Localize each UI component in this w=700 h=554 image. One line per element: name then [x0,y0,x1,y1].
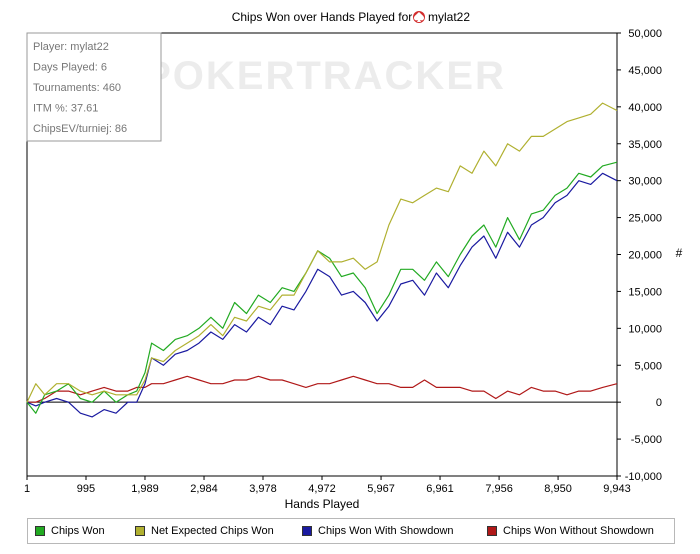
y-tick-label: 40,000 [628,102,662,114]
x-tick-label: 2,984 [190,483,218,495]
y-tick-label: 35,000 [628,139,662,151]
legend-item: Chips Won [35,525,105,537]
x-tick-label: 6,961 [426,483,454,495]
y-tick-label: 10,000 [628,323,662,335]
x-axis: 1 995 1,989 2,984 3,978 4,972 5,967 6,961 7,956 8… [24,476,631,495]
legend-label: Net Expected Chips Won [151,525,274,537]
x-tick-label: 995 [77,483,95,495]
y-tick-label: 25,000 [628,213,662,225]
y-tick-label: 50,000 [628,28,662,40]
x-tick-label: 9,943 [603,483,631,495]
info-box-line: ChipsEV/turniej: 86 [33,123,127,135]
x-tick-label: 1,989 [131,483,159,495]
y-tick-label: 20,000 [628,250,662,262]
stats-info-box: Player: mylat22 Days Played: 6 Tournaments… [26,32,162,142]
y-tick-label: 0 [656,397,662,409]
legend-swatch [35,526,45,536]
y-axis-label: # [676,246,683,260]
x-tick-label: 5,967 [367,483,395,495]
legend-swatch [302,526,312,536]
legend-label: Chips Won [51,525,105,537]
info-box-line: Tournaments: 460 [33,82,121,94]
legend-label: Chips Won With Showdown [318,525,454,537]
legend-swatch [135,526,145,536]
info-box-line: Days Played: 6 [33,62,107,74]
y-tick-label: 45,000 [628,65,662,77]
info-box-border [26,32,162,142]
y-tick-label: -5,000 [631,434,662,446]
y-tick-label: 5,000 [634,360,662,372]
chart-title: Chips Won over Hands Played for [232,10,413,24]
legend-label: Chips Won Without Showdown [503,525,654,537]
legend-item: Chips Won With Showdown [302,525,454,537]
y-tick-label: -10,000 [625,471,662,483]
poker-spade-icon [413,11,425,23]
y-axis: -10,000 -5,000 0 5,000 10,000 15,000 20,000 25,… [617,28,662,483]
legend-item: Net Expected Chips Won [135,525,274,537]
y-tick-label: 30,000 [628,176,662,188]
y-tick-label: 15,000 [628,286,662,298]
x-axis-label: Hands Played [285,497,360,511]
series-line-chips-won [26,161,618,414]
info-box-line: Player: mylat22 [33,41,109,53]
series-lines [26,102,618,418]
series-line-net-expected-chips-won [26,102,618,403]
x-tick-label: 3,978 [249,483,277,495]
chart-title-player: mylat22 [428,10,470,24]
info-box-line: ITM %: 37.61 [33,103,98,115]
series-line-chips-won-without-showdown [27,375,618,403]
legend-swatch [487,526,497,536]
chart-legend: Chips Won Net Expected Chips Won Chips Won… [27,518,675,544]
x-tick-label: 8,950 [544,483,572,495]
x-tick-label: 1 [24,483,30,495]
poker-tracker-watermark: POKERTRACKER [144,54,506,98]
series-line-chips-won-with-showdown [26,172,618,418]
x-tick-label: 7,956 [485,483,513,495]
x-tick-label: 4,972 [308,483,336,495]
legend-item: Chips Won Without Showdown [487,525,654,537]
